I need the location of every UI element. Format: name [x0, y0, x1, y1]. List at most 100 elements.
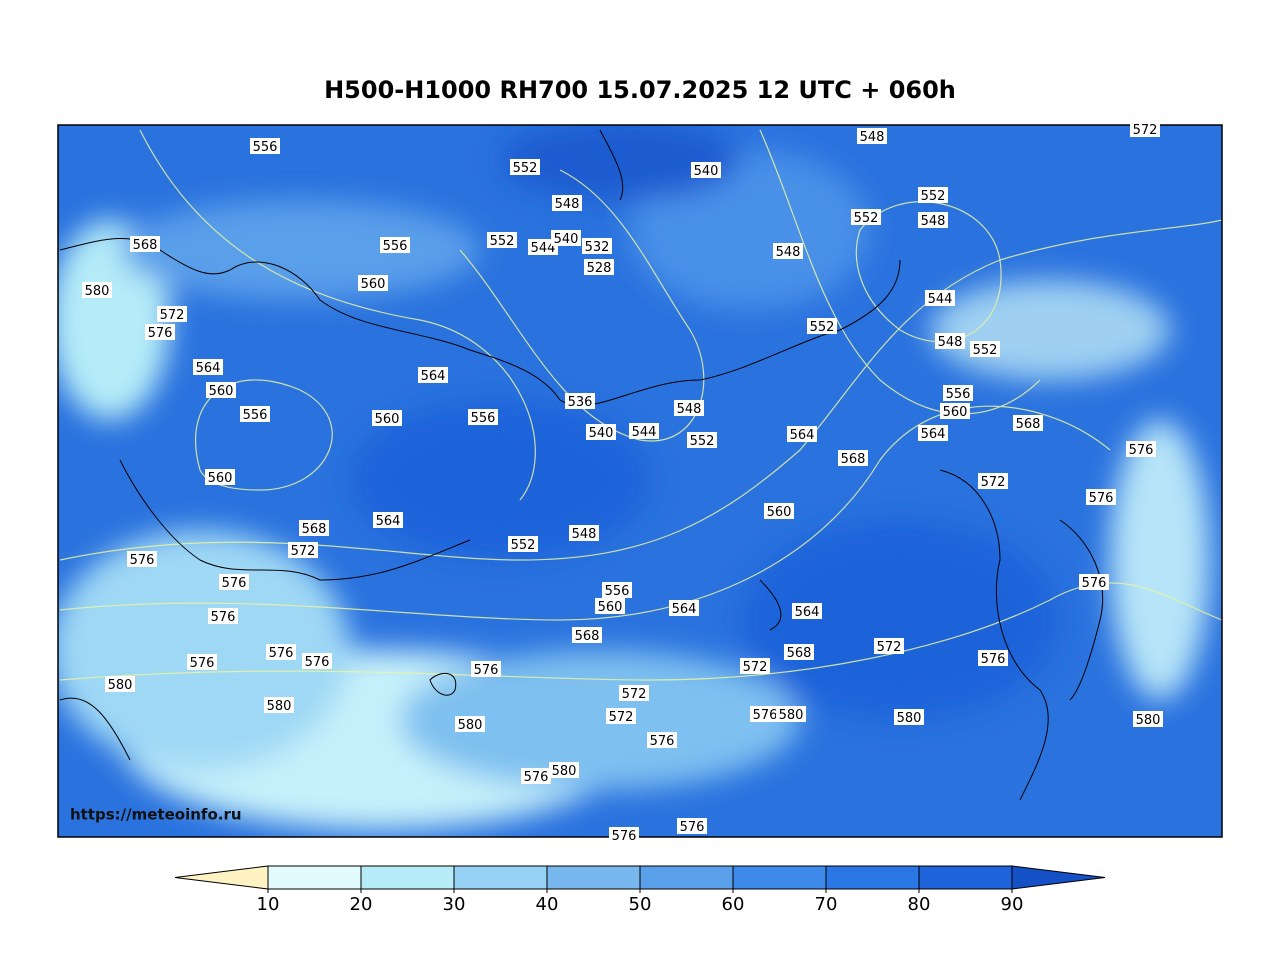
contour-label: 576: [612, 829, 637, 844]
contour-label: 568: [787, 646, 812, 661]
contour-label: 564: [376, 514, 401, 529]
contour-label: 576: [753, 708, 778, 723]
contour-label: 552: [810, 320, 835, 335]
contour-label-box: [145, 324, 175, 340]
contour-label: 556: [243, 408, 268, 423]
contour-label-box: [193, 359, 223, 375]
colorbar-segment: [546, 865, 641, 890]
contour-label-box: [776, 706, 806, 722]
contour-label: 548: [921, 214, 946, 229]
contour-label-box: [1130, 121, 1160, 137]
contour-label-box: [787, 426, 817, 442]
contour-label: 568: [133, 238, 158, 253]
contour-label: 556: [253, 140, 278, 155]
contour-label-box: [372, 410, 402, 426]
contour-label: 576: [148, 326, 173, 341]
contour-label: 556: [946, 387, 971, 402]
map-frame: [57, 124, 1223, 838]
contour-label-box: [807, 318, 837, 334]
contour-label-box: [740, 658, 770, 674]
colorbar-tick-label: 70: [815, 894, 838, 915]
contour-label: 560: [361, 277, 386, 292]
contour-label: 560: [767, 505, 792, 520]
contour-label-box: [595, 598, 625, 614]
contour-label: 548: [776, 245, 801, 260]
contour-label-box: [373, 512, 403, 528]
contour-label: 544: [632, 425, 657, 440]
contour-label: 564: [196, 361, 221, 376]
contour-label-box: [584, 259, 614, 275]
contour-label-box: [935, 333, 965, 349]
contour-label: 552: [513, 161, 538, 176]
colorbar-segment: [825, 865, 920, 890]
contour-label: 552: [511, 538, 536, 553]
colorbar-tick-label: 80: [908, 894, 931, 915]
contour-label-box: [918, 212, 948, 228]
contour-label-box: [582, 238, 612, 254]
colorbar-segment: [360, 865, 455, 890]
contour-label-box: [206, 382, 236, 398]
contour-label: 548: [938, 335, 963, 350]
contour-label: 548: [677, 402, 702, 417]
contour-label-box: [299, 520, 329, 536]
contour-label-box: [205, 469, 235, 485]
colorbar-extend-low: [174, 865, 269, 890]
contour-label-box: [487, 232, 517, 248]
colorbar-segment: [639, 865, 734, 890]
contour-label-box: [677, 818, 707, 834]
contour-label-box: [551, 230, 581, 246]
contour-label-box: [127, 551, 157, 567]
contour-label-box: [380, 237, 410, 253]
contour-label: 548: [555, 197, 580, 212]
contour-label: 572: [622, 687, 647, 702]
contour-label: 556: [383, 239, 408, 254]
contour-label-box: [773, 243, 803, 259]
contour-label-box: [1013, 415, 1043, 431]
contour-label-box: [784, 644, 814, 660]
contour-label-box: [691, 162, 721, 178]
contour-label: 552: [921, 189, 946, 204]
contour-label-box: [418, 367, 448, 383]
contour-label-box: [970, 341, 1000, 357]
contour-label-box: [569, 525, 599, 541]
contour-label: 568: [302, 522, 327, 537]
contour-label: 556: [471, 411, 496, 426]
contour-label: 580: [552, 764, 577, 779]
contour-label-box: [521, 768, 551, 784]
contour-label-box: [609, 827, 639, 843]
contour-label-box: [358, 275, 388, 291]
contour-label: 576: [305, 655, 330, 670]
contour-label: 576: [1082, 576, 1107, 591]
contour-label: 552: [490, 234, 515, 249]
contour-label-box: [471, 661, 501, 677]
contour-label: 548: [860, 130, 885, 145]
contour-label-box: [565, 393, 595, 409]
contour-label-box: [528, 239, 558, 255]
contour-label: 564: [672, 602, 697, 617]
contour-label: 552: [690, 434, 715, 449]
contour-label: 528: [587, 261, 612, 276]
coastlines: [59, 129, 1104, 801]
contour-label-box: [82, 282, 112, 298]
contour-label-box: [552, 195, 582, 211]
contour-label-box: [764, 503, 794, 519]
colorbar-tick-label: 20: [350, 894, 373, 915]
contour-label-box: [572, 627, 602, 643]
contour-label: 576: [222, 576, 247, 591]
contour-label-box: [302, 653, 332, 669]
contour-label-box: [647, 732, 677, 748]
contour-label: 572: [160, 308, 185, 323]
contour-label-box: [1133, 711, 1163, 727]
contour-label: 580: [897, 711, 922, 726]
contour-label-box: [918, 425, 948, 441]
colorbar-tick-label: 60: [722, 894, 745, 915]
contour-label: 544: [928, 292, 953, 307]
contour-label-box: [857, 128, 887, 144]
contour-label-box: [894, 709, 924, 725]
contour-label-box: [750, 706, 780, 722]
colorbar-segment: [732, 865, 827, 890]
contour-label: 568: [841, 452, 866, 467]
colorbar-extend-high: [1011, 865, 1106, 890]
colorbar-segment: [918, 865, 1013, 890]
